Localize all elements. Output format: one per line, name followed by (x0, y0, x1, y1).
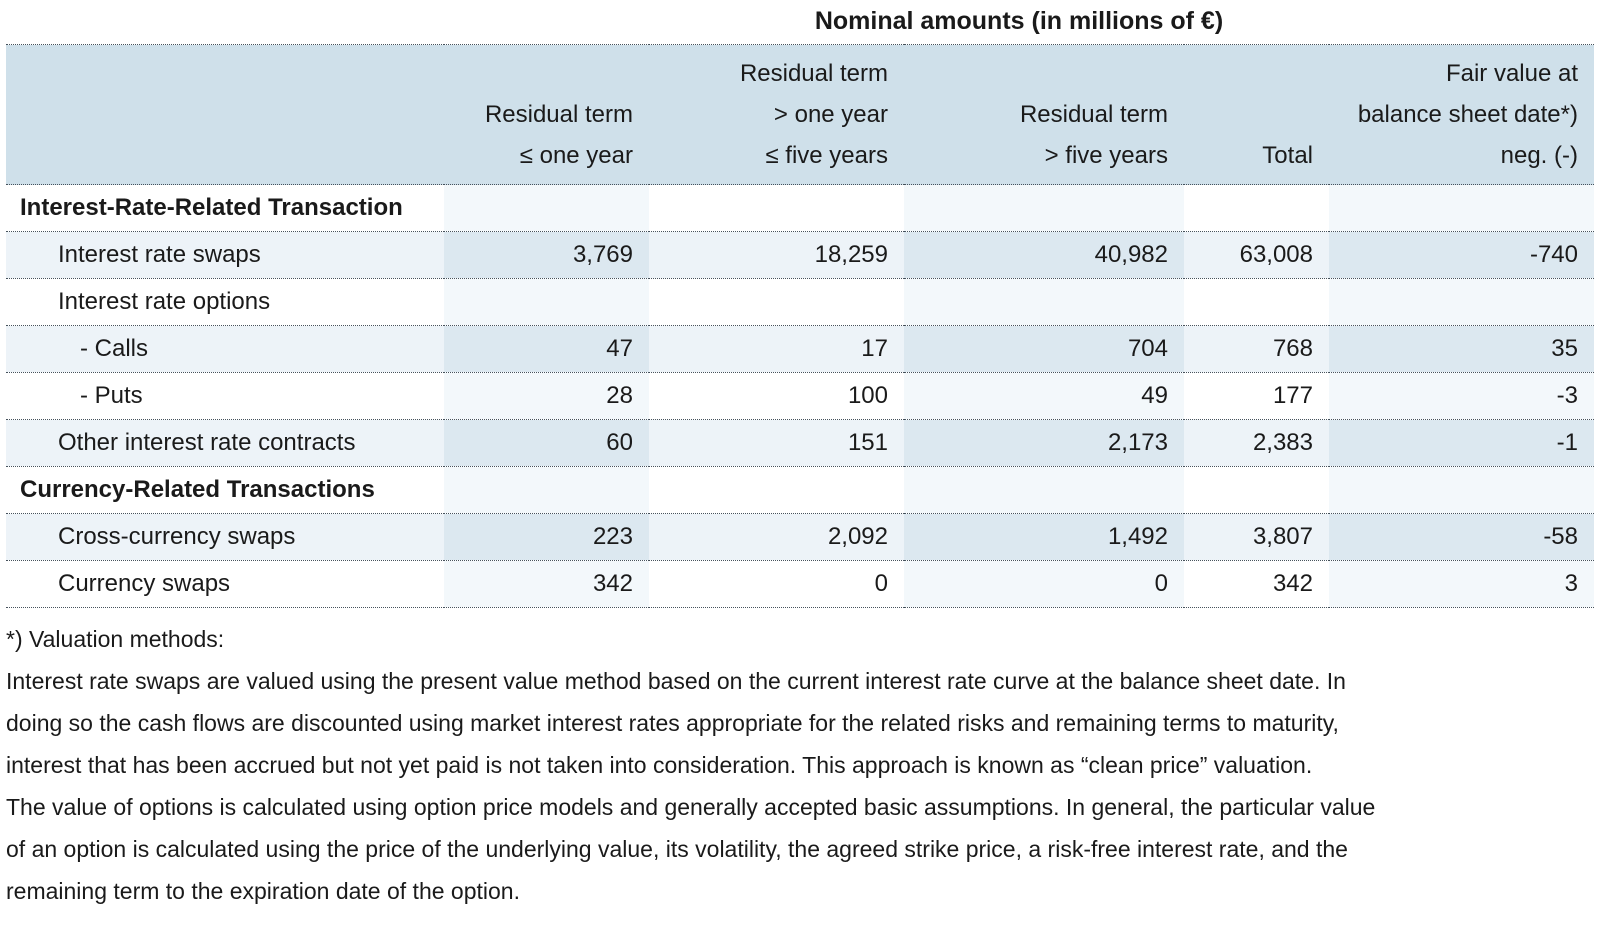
cell-value: 40,982 (904, 231, 1184, 279)
cell-value: 704 (904, 325, 1184, 373)
row-label: - Calls (6, 325, 444, 373)
cell-value (444, 184, 649, 232)
cell-value (649, 278, 904, 326)
footnote: *) Valuation methods: Interest rate swaps… (6, 608, 1594, 912)
cell-value: -3 (1329, 372, 1594, 420)
table-title: Nominal amounts (in millions of €) (814, 7, 1224, 35)
table-row: Cross-currency swaps 223 2,092 1,492 3,807 -5… (6, 513, 1594, 561)
cell-value: 3 (1329, 560, 1594, 608)
cell-value: 2,383 (1184, 419, 1329, 467)
table-row: Interest rate swaps 3,769 18,259 40,982 63,0… (6, 231, 1594, 279)
footnote-line: remaining term to the expiration date of… (6, 878, 520, 904)
footnote-line: The value of options is calculated using… (6, 794, 1376, 820)
cell-value: 17 (649, 325, 904, 373)
header-fair-value: Fair value at balance sheet date*) neg. … (1329, 44, 1594, 185)
cell-value: 342 (1184, 560, 1329, 608)
table-row: Other interest rate contracts 60 151 2,173 2… (6, 419, 1594, 467)
row-label: Other interest rate contracts (6, 419, 444, 467)
footnote-line: doing so the cash flows are discounted u… (6, 710, 1339, 736)
row-label: Cross-currency swaps (6, 513, 444, 561)
cell-value: 2,092 (649, 513, 904, 561)
cell-value: 2,173 (904, 419, 1184, 467)
table-header: Residual term ≤ one year Residual term >… (6, 44, 1594, 185)
cell-value: 3,769 (444, 231, 649, 279)
row-label: Interest rate options (6, 278, 444, 326)
cell-value (904, 278, 1184, 326)
cell-value: 151 (649, 419, 904, 467)
cell-value (649, 466, 904, 514)
cell-value (444, 278, 649, 326)
cell-value: 1,492 (904, 513, 1184, 561)
cell-value: 18,259 (649, 231, 904, 279)
cell-value (1329, 278, 1594, 326)
cell-value (1184, 184, 1329, 232)
table-row: - Puts 28 100 49 177 -3 (6, 372, 1594, 420)
header-total: Total (1184, 44, 1329, 185)
cell-value: 0 (904, 560, 1184, 608)
cell-value (1184, 466, 1329, 514)
row-label: - Puts (6, 372, 444, 420)
cell-value: -58 (1329, 513, 1594, 561)
section-label: Interest-Rate-Related Transaction (6, 184, 444, 232)
cell-value: -1 (1329, 419, 1594, 467)
footnote-line: of an option is calculated using the pri… (6, 836, 1348, 862)
footnote-line: interest that has been accrued but not y… (6, 752, 1313, 778)
cell-value: 768 (1184, 325, 1329, 373)
section-label: Currency-Related Transactions (6, 466, 444, 514)
cell-value (1329, 466, 1594, 514)
cell-value: 28 (444, 372, 649, 420)
cell-value: 35 (1329, 325, 1594, 373)
row-label: Currency swaps (6, 560, 444, 608)
cell-value (1329, 184, 1594, 232)
row-label: Interest rate swaps (6, 231, 444, 279)
cell-value: 223 (444, 513, 649, 561)
cell-value: 60 (444, 419, 649, 467)
table-row: - Calls 47 17 704 768 35 (6, 325, 1594, 373)
header-residual-lte-one-year: Residual term ≤ one year (444, 44, 649, 185)
table-row: Currency swaps 342 0 0 342 3 (6, 560, 1594, 608)
cell-value: 342 (444, 560, 649, 608)
header-row-label (6, 44, 444, 185)
footnote-line: *) Valuation methods: (6, 626, 225, 652)
header-residual-one-to-five: Residual term > one year ≤ five years (649, 44, 904, 185)
cell-value: 0 (649, 560, 904, 608)
header-row: Residual term ≤ one year Residual term >… (6, 44, 1594, 185)
footnote-line: Interest rate swaps are valued using the… (6, 668, 1346, 694)
cell-value (904, 184, 1184, 232)
cell-value: -740 (1329, 231, 1594, 279)
cell-value (444, 466, 649, 514)
cell-value (904, 466, 1184, 514)
table-body: Interest-Rate-Related Transaction Interes… (6, 184, 1594, 608)
section-row: Currency-Related Transactions (6, 466, 1594, 514)
cell-value (649, 184, 904, 232)
cell-value: 63,008 (1184, 231, 1329, 279)
header-residual-gt-five-years: Residual term > five years (904, 44, 1184, 185)
table-row: Interest rate options (6, 278, 1594, 326)
section-row: Interest-Rate-Related Transaction (6, 184, 1594, 232)
cell-value: 100 (649, 372, 904, 420)
derivatives-table: Residual term ≤ one year Residual term >… (6, 44, 1594, 608)
cell-value: 47 (444, 325, 649, 373)
cell-value (1184, 278, 1329, 326)
cell-value: 177 (1184, 372, 1329, 420)
cell-value: 49 (904, 372, 1184, 420)
cell-value: 3,807 (1184, 513, 1329, 561)
